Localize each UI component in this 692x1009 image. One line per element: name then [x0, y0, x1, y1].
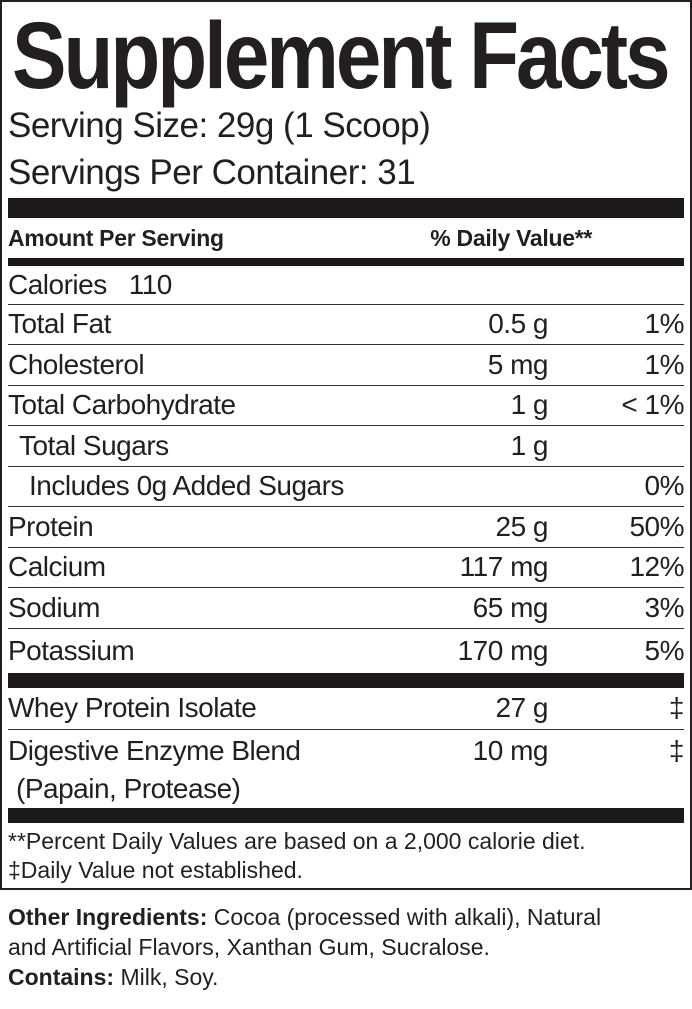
nutrient-dv: 50% [629, 510, 684, 542]
nutrient-row-total-carbohydrate: Total Carbohydrate 1 g < 1% [8, 386, 685, 426]
facts-title: Supplement Facts [8, 2, 684, 109]
nutrient-dv: 3% [644, 591, 685, 623]
supplement-row-whey-protein-isolate: Whey Protein Isolate 27 g ‡ [8, 688, 685, 730]
divider-bar-thick-bottom [8, 808, 684, 823]
nutrient-amount: 5 mg [487, 348, 549, 380]
serving-size-line: Serving Size: 29g (1 Scoop) [8, 106, 431, 145]
divider-bar-medium [8, 258, 684, 266]
nutrient-dv: 0% [644, 470, 685, 502]
nutrient-amount: 117 mg [459, 551, 549, 583]
supplement-amount: 10 mg [472, 735, 549, 766]
nutrient-row-added-sugars: Includes 0g Added Sugars 0% [8, 467, 685, 507]
amount-per-serving-header: Amount Per Serving [8, 224, 224, 251]
contains-label: Contains: [8, 964, 115, 990]
footnote-daily-value-not-established: ‡Daily Value not established. [8, 857, 303, 883]
footnote-section: **Percent Daily Values are based on a 2,… [8, 823, 684, 888]
nutrient-dv: 1% [644, 348, 685, 380]
other-ingredients-label: Other Ingredients: [8, 904, 208, 930]
nutrient-row-total-fat: Total Fat 0.5 g 1% [8, 305, 685, 345]
nutrient-amount: 0.5 g [488, 308, 548, 340]
nutrient-label: Total Fat [8, 308, 111, 340]
other-ingredients-line1: Cocoa (processed with alkali), Natural [207, 904, 602, 930]
nutrient-row-sodium: Sodium 65 mg 3% [8, 588, 685, 629]
nutrient-dv: < 1% [621, 389, 684, 421]
supplement-amount: 27 g [495, 692, 549, 724]
nutrient-label: Includes 0g Added Sugars [29, 470, 344, 502]
nutrient-amount: 25 g [495, 510, 549, 542]
other-ingredients-line2: and Artificial Flavors, Xanthan Gum, Suc… [8, 934, 490, 960]
nutrient-dv: 1% [644, 308, 685, 340]
calories-cell: Calories 110 [8, 269, 684, 301]
nutrient-label: Total Sugars [19, 429, 169, 461]
daily-value-header: % Daily Value** [430, 224, 592, 251]
nutrient-label: Cholesterol [8, 348, 145, 380]
supplement-label: Whey Protein Isolate [8, 692, 257, 724]
nutrient-amount: 170 mg [457, 634, 549, 666]
nutrient-label: Total Carbohydrate [8, 389, 236, 421]
supplement-label: Digestive Enzyme Blend [8, 735, 301, 766]
nutrient-row-total-sugars: Total Sugars 1 g [8, 426, 684, 467]
supplement-facts-panel: Supplement Facts Serving Size: 29g (1 Sc… [0, 0, 692, 890]
nutrient-label: Potassium [8, 634, 135, 666]
servings-per-container-line: Servings Per Container: 31 [8, 153, 416, 192]
supplement-dv: ‡ [668, 692, 685, 724]
nutrient-row-potassium: Potassium 170 mg 5% [8, 629, 685, 673]
nutrient-label: Sodium [8, 591, 100, 623]
nutrient-dv: 12% [629, 551, 684, 583]
calories-value: 110 [128, 268, 173, 300]
nutrient-row-cholesterol: Cholesterol 5 mg 1% [8, 345, 685, 386]
calories-row: Calories 110 [8, 266, 684, 305]
nutrient-row-calcium: Calcium 117 mg 12% [8, 548, 685, 588]
column-header-row: Amount Per Serving % Daily Value** [8, 218, 684, 258]
nutrient-label: Protein [8, 510, 94, 542]
supplement-dv: ‡ [668, 735, 685, 766]
supplement-sublabel: (Papain, Protease) [16, 773, 241, 804]
divider-bar-thick-middle [8, 672, 684, 688]
supplement-row-digestive-enzyme-blend: Digestive Enzyme Blend 10 mg ‡ [8, 730, 685, 772]
nutrient-dv: 5% [644, 634, 685, 666]
facts-title-text: Supplement Facts [12, 3, 671, 109]
nutrient-row-protein: Protein 25 g 50% [8, 507, 685, 548]
contains-value: Milk, Soy. [114, 964, 219, 990]
other-ingredients-section: Other Ingredients: Cocoa (processed with… [0, 890, 692, 992]
calories-label: Calories [8, 268, 107, 300]
nutrient-label: Calcium [8, 551, 106, 583]
nutrient-amount: 1 g [510, 389, 549, 421]
divider-bar-thick-top [8, 198, 684, 218]
nutrient-amount: 65 mg [472, 591, 549, 623]
footnote-daily-values: **Percent Daily Values are based on a 2,… [8, 828, 586, 854]
nutrient-amount: 1 g [510, 429, 549, 461]
